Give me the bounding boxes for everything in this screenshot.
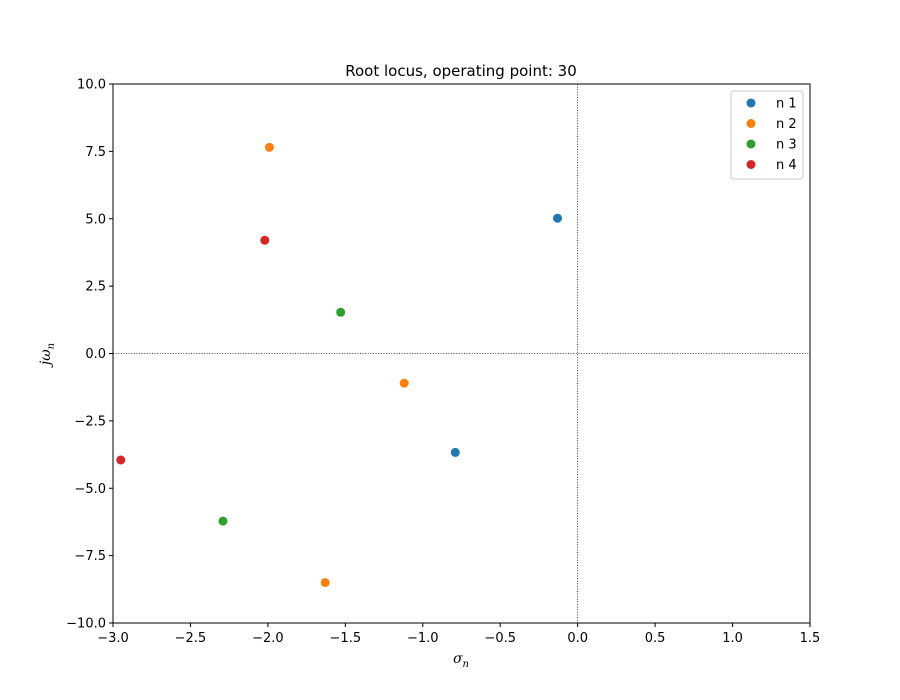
y-tick-label: 5.0 [85,212,106,227]
legend-label: n 4 [776,158,797,173]
legend-marker [746,119,756,128]
x-tick-label: −0.5 [484,631,516,646]
legend-marker [746,160,756,169]
legend-label: n 1 [776,97,797,112]
x-tick-label: −2.0 [252,631,284,646]
legend-label: n 3 [776,138,797,153]
y-tick-label: −7.5 [74,549,106,564]
data-point [320,578,330,588]
legend-marker [746,139,756,149]
y-tick-label: 10.0 [77,78,106,93]
x-axis-label: σn [453,651,469,670]
data-point [260,235,270,245]
x-axis-ticks: −3.0 −2.5 −2.0 −1.5 −1.0 −0.5 0.0 0.5 1.0 1.5 [97,623,820,646]
legend-marker [746,98,756,108]
x-tick-label: 1.0 [722,631,743,646]
series-2 [264,142,409,588]
x-tick-label: 1.5 [800,631,821,646]
y-axis-label-prefix: j [38,360,54,368]
y-tick-label: −5.0 [74,482,106,497]
data-point [116,455,126,465]
data-point [553,213,563,223]
data-point [336,307,346,317]
data-point [218,516,228,526]
data-point [264,142,274,152]
x-tick-label: −3.0 [97,631,129,646]
y-tick-label: 7.5 [85,145,106,160]
legend-box [730,90,804,180]
plot-area [112,83,811,624]
y-tick-label: −10.0 [66,617,106,632]
y-axis-ticks: −10.0 −7.5 −5.0 −2.5 0.0 2.5 5.0 7.5 10.0 [66,78,113,632]
x-tick-label: 0.0 [567,631,588,646]
x-axis-label-sub: n [463,659,469,670]
legend-label: n 2 [776,117,797,132]
x-tick-label: −1.5 [330,631,362,646]
y-axis-label-sub: n [46,343,57,349]
chart-title: Root locus, operating point: 30 [345,62,577,80]
y-tick-label: 2.5 [85,280,106,295]
x-tick-label: 0.5 [645,631,666,646]
x-axis-label-base: σ [453,651,463,667]
y-axis-label: jωn [38,343,57,368]
series-4 [116,235,270,465]
reference-lines [113,84,810,623]
series-1 [450,213,563,457]
x-tick-label: −1.0 [407,631,439,646]
y-tick-label: −2.5 [74,414,106,429]
data-point [450,447,460,457]
data-points [116,142,563,588]
series-3 [218,307,346,526]
x-tick-label: −2.5 [175,631,207,646]
y-axis-label-base: ω [38,349,54,361]
data-point [399,378,409,388]
y-tick-label: 0.0 [85,347,106,362]
legend: n 1 n 2 n 3 n 4 [730,90,804,180]
